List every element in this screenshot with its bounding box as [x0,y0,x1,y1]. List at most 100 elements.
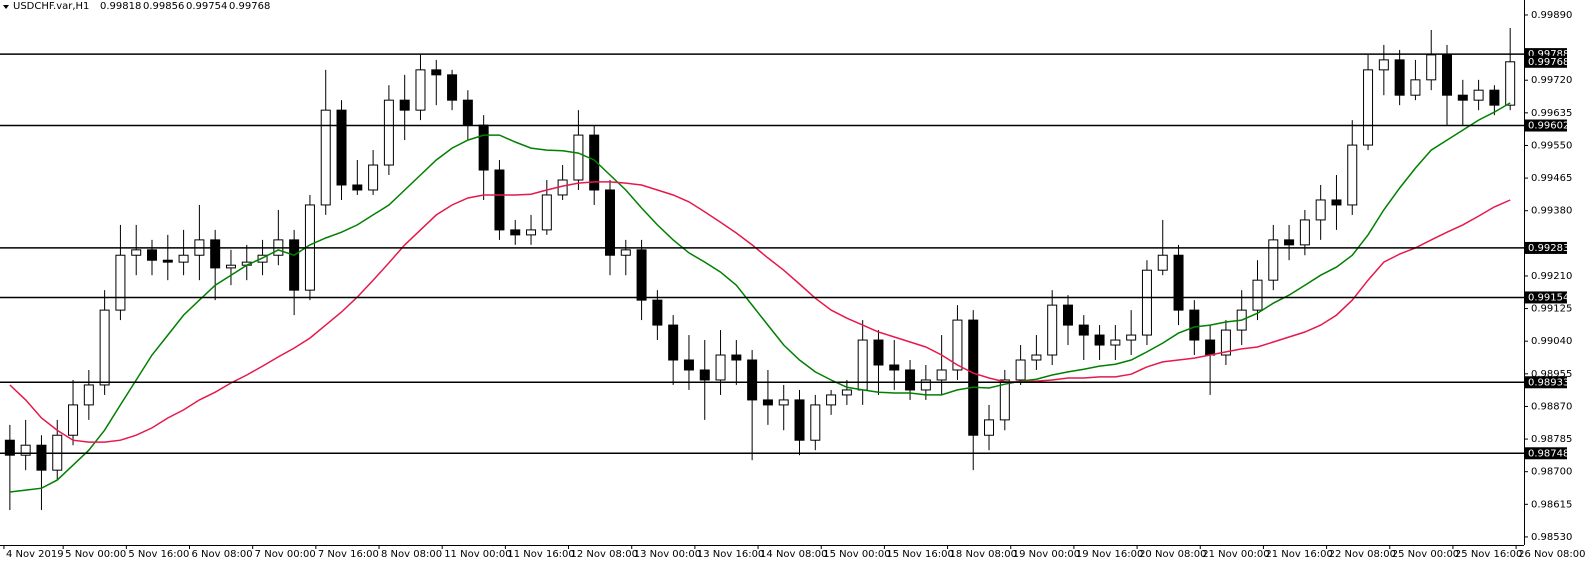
level-box [1525,376,1567,389]
level-label: 0.99283 [1528,243,1569,254]
candle-body [1157,254,1168,271]
candle-body [36,444,47,471]
candle-body [1315,199,1326,221]
level-label: 0.99154 [1528,292,1569,303]
level-label: 0.99788 [1528,49,1569,60]
x-tick-label: 21 Nov 16:00 [1265,549,1332,560]
candle-body [826,394,837,406]
candle-body [399,99,410,111]
candle-body [778,399,789,406]
candle-body [620,249,631,256]
x-tick-label: 7 Nov 16:00 [318,549,379,560]
candle-body [715,354,726,381]
x-tick-label: 12 Nov 08:00 [571,549,638,560]
candle-body [841,389,852,396]
x-tick-label: 5 Nov 16:00 [128,549,189,560]
candle-body [99,309,110,386]
candle-body [1110,339,1121,346]
candle-body [589,134,600,191]
y-tick-label: 0.98870 [1531,401,1572,412]
candle-body [368,164,379,191]
candle-body [320,109,331,206]
candle-body [383,99,394,166]
x-tick-label: 6 Nov 08:00 [192,549,253,560]
level-label: 0.98748 [1528,448,1569,459]
candle-body [1347,144,1358,206]
y-tick-label: 0.99720 [1531,75,1572,86]
candle-body [1126,334,1137,341]
y-tick-label: 0.98955 [1531,369,1572,380]
candle-body [1268,239,1279,281]
level-label: 0.98933 [1528,377,1569,388]
candle-body [494,169,505,231]
y-tick-label: 0.99465 [1531,173,1572,184]
candle-body [336,109,347,186]
candle-body [1284,239,1295,246]
menu-arrow[interactable] [3,5,9,9]
header-value: 0.99754 [186,1,227,12]
x-tick-label: 13 Nov 16:00 [697,549,764,560]
x-tick-label: 25 Nov 16:00 [1455,549,1522,560]
candle-body [889,364,900,371]
candle-body [604,189,615,256]
candle-body [573,134,584,181]
moving-average [9,181,1511,443]
candle-body [462,99,473,126]
candle-body [1299,219,1310,246]
x-tick-label: 15 Nov 16:00 [886,549,953,560]
candle-body [210,239,221,269]
candle-body [510,229,521,236]
candle-body [810,404,821,441]
y-tick-label: 0.98615 [1531,499,1572,510]
x-tick-label: 15 Nov 00:00 [823,549,890,560]
y-tick-label: 0.98530 [1531,532,1572,543]
level-box [1525,447,1567,460]
candle-body [873,339,884,366]
x-tick-label: 11 Nov 16:00 [507,549,574,560]
candle-body [431,69,442,76]
candle-body [683,359,694,371]
candle-body [225,264,236,269]
candle-body [1015,359,1026,381]
x-tick-label: 25 Nov 00:00 [1392,549,1459,560]
candle-body [1047,304,1058,356]
candle-body [289,239,300,291]
y-tick-label: 0.99380 [1531,206,1572,217]
candle-body [1394,59,1405,96]
x-tick-label: 7 Nov 00:00 [255,549,316,560]
candle-body [1141,269,1152,336]
candle-body [1252,279,1263,311]
candle-body [999,379,1010,421]
candle-body [920,379,931,391]
candle-body [652,299,663,326]
level-box [1525,119,1567,132]
candle-body [4,439,15,456]
candle-body [1473,89,1484,101]
candle-body [1378,59,1389,71]
x-tick-label: 4 Nov 2019 [6,549,64,560]
candle-body [178,254,189,263]
header-value: 0.99856 [143,1,184,12]
x-tick-label: 13 Nov 00:00 [634,549,701,560]
level-label: 0.99602 [1528,121,1569,132]
x-tick-label: 21 Nov 00:00 [1202,549,1269,560]
candle-body [415,69,426,111]
candle-body [20,444,31,456]
candle-body [115,254,126,311]
y-tick-label: 0.99210 [1531,271,1572,282]
candle-body [699,369,710,381]
candle-body [1331,199,1342,206]
candle-body [1062,304,1073,326]
x-tick-label: 5 Nov 00:00 [65,549,126,560]
x-tick-label: 19 Nov 16:00 [1076,549,1143,560]
candle-body [352,184,363,191]
level-box [1525,241,1567,254]
candle-body [1489,89,1500,106]
candle-body [762,399,773,406]
candle-body [984,419,995,436]
candle-body [1031,354,1042,361]
moving-average [9,102,1511,493]
candle-body [68,404,79,436]
